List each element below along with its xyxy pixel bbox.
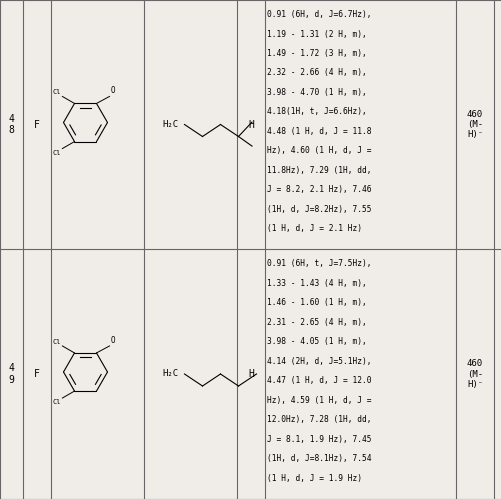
Text: 4.14 (2H, d, J=5.1Hz),: 4.14 (2H, d, J=5.1Hz), [267, 357, 371, 366]
Text: (1 H, d, J = 2.1 Hz): (1 H, d, J = 2.1 Hz) [267, 224, 361, 233]
Text: 3.98 - 4.70 (1 H, m),: 3.98 - 4.70 (1 H, m), [267, 88, 366, 97]
Text: Cl: Cl [53, 399, 61, 405]
Text: Cl: Cl [53, 89, 61, 95]
Text: H: H [247, 119, 254, 130]
Text: 1.46 - 1.60 (1 H, m),: 1.46 - 1.60 (1 H, m), [267, 298, 366, 307]
Text: 2.32 - 2.66 (4 H, m),: 2.32 - 2.66 (4 H, m), [267, 68, 366, 77]
Text: 4.47 (1 H, d, J = 12.0: 4.47 (1 H, d, J = 12.0 [267, 376, 371, 385]
Text: 2.31 - 2.65 (4 H, m),: 2.31 - 2.65 (4 H, m), [267, 318, 366, 327]
Text: Hz), 4.59 (1 H, d, J =: Hz), 4.59 (1 H, d, J = [267, 396, 371, 405]
Text: 4
9: 4 9 [9, 363, 15, 385]
Text: H₂C: H₂C [162, 120, 178, 129]
Text: Cl: Cl [53, 150, 61, 156]
Text: 460
(M-
H)⁻: 460 (M- H)⁻ [466, 110, 482, 139]
Text: 0.91 (6H, t, J=7.5Hz),: 0.91 (6H, t, J=7.5Hz), [267, 259, 371, 268]
Text: Cl: Cl [53, 339, 61, 345]
Text: 4.48 (1 H, d, J = 11.8: 4.48 (1 H, d, J = 11.8 [267, 127, 371, 136]
Text: J = 8.2, 2.1 Hz), 7.46: J = 8.2, 2.1 Hz), 7.46 [267, 185, 371, 194]
Text: F: F [34, 119, 40, 130]
Text: O: O [110, 86, 115, 95]
Text: (1 H, d, J = 1.9 Hz): (1 H, d, J = 1.9 Hz) [267, 474, 361, 483]
Text: 11.8Hz), 7.29 (1H, dd,: 11.8Hz), 7.29 (1H, dd, [267, 166, 371, 175]
Text: 1.49 - 1.72 (3 H, m),: 1.49 - 1.72 (3 H, m), [267, 49, 366, 58]
Text: 12.0Hz), 7.28 (1H, dd,: 12.0Hz), 7.28 (1H, dd, [267, 415, 371, 424]
Text: J = 8.1, 1.9 Hz), 7.45: J = 8.1, 1.9 Hz), 7.45 [267, 435, 371, 444]
Text: Hz), 4.60 (1 H, d, J =: Hz), 4.60 (1 H, d, J = [267, 146, 371, 155]
Text: H: H [247, 369, 254, 379]
Text: (1H, d, J=8.2Hz), 7.55: (1H, d, J=8.2Hz), 7.55 [267, 205, 371, 214]
Text: O: O [110, 336, 115, 345]
Text: F: F [34, 369, 40, 379]
Text: H₂C: H₂C [162, 369, 178, 379]
Text: 4.18(1H, t, J=6.6Hz),: 4.18(1H, t, J=6.6Hz), [267, 107, 366, 116]
Text: 460
(M-
H)⁻: 460 (M- H)⁻ [466, 359, 482, 389]
Text: 8: 8 [499, 369, 501, 379]
Text: 8: 8 [499, 120, 501, 129]
Text: 1.19 - 1.31 (2 H, m),: 1.19 - 1.31 (2 H, m), [267, 29, 366, 38]
Text: 4
8: 4 8 [9, 114, 15, 135]
Text: 1.33 - 1.43 (4 H, m),: 1.33 - 1.43 (4 H, m), [267, 278, 366, 288]
Text: 0.91 (6H, d, J=6.7Hz),: 0.91 (6H, d, J=6.7Hz), [267, 10, 371, 19]
Text: 3.98 - 4.05 (1 H, m),: 3.98 - 4.05 (1 H, m), [267, 337, 366, 346]
Text: (1H, d, J=8.1Hz), 7.54: (1H, d, J=8.1Hz), 7.54 [267, 455, 371, 464]
